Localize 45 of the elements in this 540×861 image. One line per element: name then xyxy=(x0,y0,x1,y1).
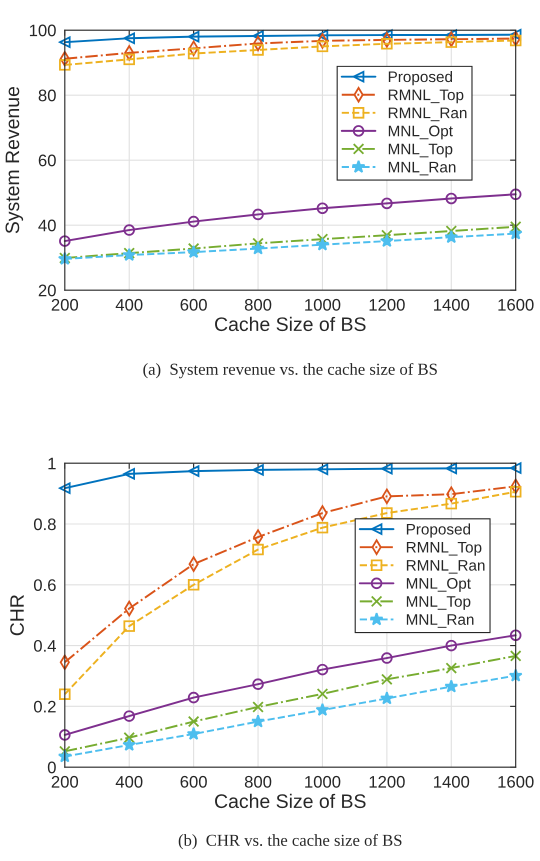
x-tick-label: 1000 xyxy=(305,776,340,788)
x-tick-label: 1000 xyxy=(305,298,340,311)
legend-label: RMNL_Ran xyxy=(388,108,466,122)
legend-label: RMNL_Top xyxy=(388,90,464,104)
x-tick-label: 400 xyxy=(116,298,142,311)
y-tick-label: 100 xyxy=(30,24,56,36)
y-tick-label: 0.8 xyxy=(34,518,56,530)
legend-label: Proposed xyxy=(406,523,470,538)
x-tick-label: 400 xyxy=(116,776,142,788)
x-tick-label: 1200 xyxy=(370,776,405,788)
x-axis-title: Cache Size of BS xyxy=(215,794,366,808)
legend-label: MNL_Ran xyxy=(388,162,456,176)
legend-label: RMNL_Ran xyxy=(406,560,484,574)
y-tick-label: 0.6 xyxy=(34,579,56,591)
x-tick-label: 200 xyxy=(52,298,78,311)
legend-label: MNL_Opt xyxy=(388,126,453,140)
y-tick-label: 0.2 xyxy=(34,700,56,713)
legend-label: RMNL_Top xyxy=(406,542,482,556)
x-tick-label: 1600 xyxy=(498,298,534,311)
y-tick-label: 0 xyxy=(48,762,56,774)
x-tick-label: 1400 xyxy=(434,776,470,788)
y-tick-label: 80 xyxy=(38,90,56,102)
y-tick-label: 60 xyxy=(38,154,56,166)
x-axis-title: Cache Size of BS xyxy=(215,316,366,332)
legend-label: MNL_Top xyxy=(388,144,452,158)
text: (a) System revenue vs. the cache size of BS xyxy=(143,362,437,378)
x-tick-label: 200 xyxy=(52,776,78,788)
legend-label: Proposed xyxy=(388,70,452,86)
x-tick-label: 1200 xyxy=(370,298,405,311)
legend-label: MNL_Ran xyxy=(406,614,474,628)
y-tick-label: 40 xyxy=(38,220,56,232)
x-tick-label: 600 xyxy=(180,776,207,788)
y-tick-label: 0.4 xyxy=(34,640,56,652)
y-tick-label: 20 xyxy=(38,284,56,296)
x-tick-label: 1400 xyxy=(434,298,470,311)
legend-label: MNL_Opt xyxy=(406,578,471,592)
x-tick-label: 1600 xyxy=(498,776,534,788)
y-tick-label: 1 xyxy=(48,458,56,470)
x-tick-label: 800 xyxy=(244,776,272,788)
y-axis-title: System Revenue xyxy=(5,86,24,234)
text: (b) CHR vs. the cache size of BS xyxy=(178,834,402,850)
x-tick-label: 800 xyxy=(244,298,272,311)
y-axis-title: CHR xyxy=(10,595,24,636)
x-tick-label: 600 xyxy=(180,298,207,311)
legend-label: MNL_Top xyxy=(406,596,470,610)
